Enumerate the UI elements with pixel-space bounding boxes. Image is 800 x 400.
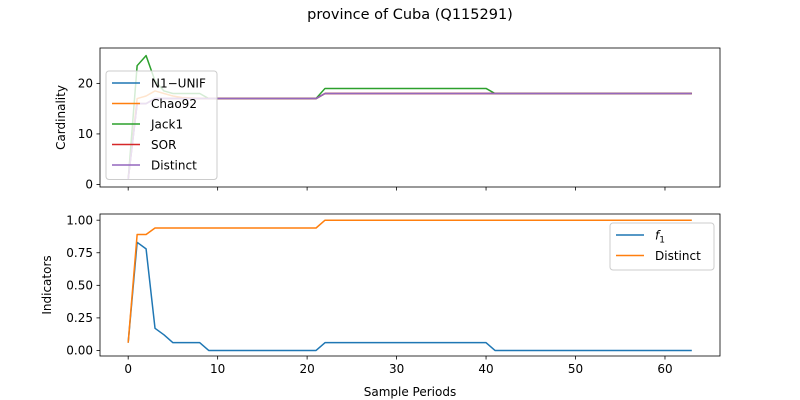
legend-label: N1−UNIF: [151, 76, 206, 90]
legend-label: f1: [655, 228, 665, 245]
x-tick-label: 20: [299, 362, 314, 376]
x-tick-label: 50: [568, 362, 583, 376]
y-tick-label: 10: [78, 127, 93, 141]
legend-label: Distinct: [151, 158, 197, 172]
cardinality-panel: 0 10 20 Cardinality N1−UNIF Chao92 Jack1 SOR Dis…: [54, 47, 721, 192]
y-axis-label: Cardinality: [54, 85, 68, 150]
axes-frame: [99, 47, 721, 188]
y-tick-label: 0.50: [66, 279, 93, 293]
y-tick-label: 1.00: [66, 213, 93, 227]
x-tick-label: 40: [478, 362, 493, 376]
legend-box: [105, 70, 218, 180]
y-tick-label: 0: [85, 178, 93, 192]
figure-title: province of Cuba (Q115291): [307, 7, 513, 23]
legend-label: Jack1: [150, 117, 183, 131]
series-line-distinct: [127, 219, 692, 343]
indicators-panel: 0 10 20 30 40 50 60 0.00 0.25 0.50 0.75 1.00 Indicat…: [40, 213, 721, 376]
legend-label: Chao92: [151, 97, 197, 111]
x-axis-label: Sample Periods: [364, 385, 456, 399]
x-tick-label: 10: [210, 362, 225, 376]
y-tick-label: 0.25: [66, 311, 93, 325]
y-axis-label: Indicators: [40, 255, 54, 314]
series-line-distinct: [127, 92, 692, 180]
legend: N1−UNIF Chao92 Jack1 SOR Distinct: [105, 70, 218, 180]
y-tick-label: 0.75: [66, 246, 93, 260]
x-tick-label: 0: [124, 362, 132, 376]
legend: f1 Distinct: [609, 222, 715, 271]
legend-box: [609, 222, 715, 271]
y-tick-label: 0.00: [66, 344, 93, 358]
y-tick-label: 20: [78, 77, 93, 91]
x-tick-label: 60: [657, 362, 672, 376]
legend-label: Distinct: [655, 249, 701, 263]
series-line-f: [127, 241, 692, 352]
x-tick-label: 30: [389, 362, 404, 376]
legend-label: SOR: [151, 138, 176, 152]
